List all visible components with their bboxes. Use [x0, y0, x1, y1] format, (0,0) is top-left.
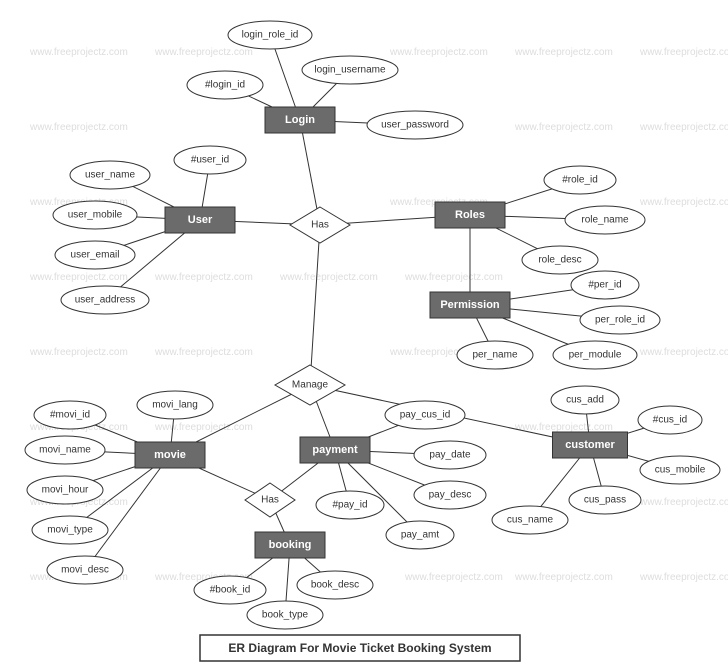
watermark: www.freeprojectz.com [639, 572, 728, 583]
attribute-label: cus_pass [584, 495, 626, 506]
watermark: www.freeprojectz.com [639, 347, 728, 358]
attribute-label: cus_name [507, 515, 554, 526]
attribute-label: user_name [85, 170, 135, 181]
attribute-label: role_name [581, 215, 629, 226]
watermark: www.freeprojectz.com [389, 47, 488, 58]
attribute-label: user_email [71, 250, 120, 261]
watermark: www.freeprojectz.com [279, 272, 378, 283]
watermark: www.freeprojectz.com [29, 347, 128, 358]
attribute-label: #pay_id [332, 500, 367, 511]
edge [310, 225, 320, 385]
watermark: www.freeprojectz.com [29, 122, 128, 133]
attribute-label: #movi_id [50, 410, 90, 421]
watermark: www.freeprojectz.com [154, 47, 253, 58]
relationship-label: Has [311, 220, 329, 231]
watermark: www.freeprojectz.com [154, 422, 253, 433]
attribute-label: per_name [472, 350, 517, 361]
watermark: www.freeprojectz.com [639, 122, 728, 133]
attribute-label: user_password [381, 120, 449, 131]
attribute-label: movi_lang [152, 400, 198, 411]
attribute-label: per_role_id [595, 315, 645, 326]
watermark: www.freeprojectz.com [29, 272, 128, 283]
watermark: www.freeprojectz.com [514, 122, 613, 133]
er-diagram: www.freeprojectz.com www.freeprojectz.com… [0, 0, 728, 667]
attribute-label: role_desc [538, 255, 581, 266]
attribute-label: cus_add [566, 395, 604, 406]
entity-label: Login [285, 114, 315, 126]
attribute-label: #per_id [588, 280, 621, 291]
attribute-label: cus_mobile [655, 465, 706, 476]
watermark: www.freeprojectz.com [514, 572, 613, 583]
watermark: www.freeprojectz.com [404, 272, 503, 283]
attribute-label: movi_desc [61, 565, 109, 576]
attribute-label: movi_type [47, 525, 93, 536]
attribute-label: #book_id [210, 585, 251, 596]
watermark: www.freeprojectz.com [514, 47, 613, 58]
watermark: www.freeprojectz.com [154, 272, 253, 283]
watermark: www.freeprojectz.com [404, 572, 503, 583]
attribute-label: #user_id [191, 155, 229, 166]
entity-label: payment [312, 444, 358, 456]
diagram-title: ER Diagram For Movie Ticket Booking Syst… [228, 641, 491, 655]
attribute-label: #cus_id [653, 415, 687, 426]
entity-label: customer [565, 439, 615, 451]
entity-label: movie [154, 449, 186, 461]
watermark: www.freeprojectz.com [639, 497, 728, 508]
attribute-label: login_role_id [242, 30, 299, 41]
watermark: www.freeprojectz.com [154, 347, 253, 358]
relationship-label: Has [261, 495, 279, 506]
attribute-label: pay_amt [401, 530, 440, 541]
entity-label: booking [269, 539, 312, 551]
attribute-label: pay_cus_id [400, 410, 451, 421]
watermark: www.freeprojectz.com [514, 422, 613, 433]
attribute-label: movi_hour [42, 485, 89, 496]
attribute-label: book_type [262, 610, 309, 621]
attribute-label: user_mobile [68, 210, 123, 221]
entity-label: Permission [440, 299, 500, 311]
watermark: www.freeprojectz.com [639, 47, 728, 58]
attribute-label: per_module [569, 350, 622, 361]
watermark: www.freeprojectz.com [639, 197, 728, 208]
attribute-label: #login_id [205, 80, 245, 91]
attribute-label: user_address [75, 295, 136, 306]
attribute-label: movi_name [39, 445, 91, 456]
attribute-label: login_username [314, 65, 386, 76]
attr-edge [85, 455, 170, 570]
attribute-label: pay_date [429, 450, 471, 461]
watermark: www.freeprojectz.com [29, 47, 128, 58]
attribute-label: book_desc [311, 580, 359, 591]
entity-label: Roles [455, 209, 485, 221]
attribute-label: pay_desc [429, 490, 472, 501]
attribute-label: #role_id [562, 175, 598, 186]
relationship-label: Manage [292, 380, 329, 391]
entity-label: User [188, 214, 213, 226]
